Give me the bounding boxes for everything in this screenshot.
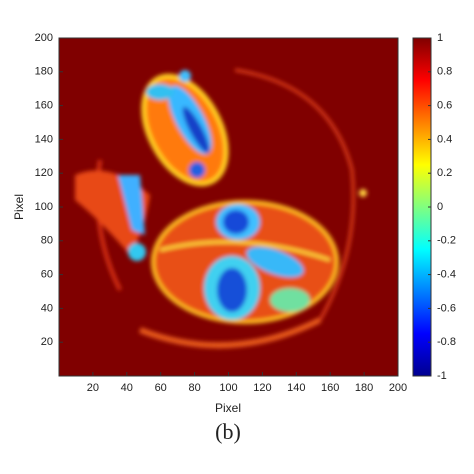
colorbar-tick-label: -1 xyxy=(437,370,447,382)
x-axis-label: Pixel xyxy=(215,401,241,415)
colorbar-tick-label: 0.6 xyxy=(437,100,452,112)
colorbar-tick-label: -0.2 xyxy=(437,235,456,247)
caption: (b) xyxy=(215,419,241,444)
colorbar-tick-label: 0.8 xyxy=(437,66,452,78)
heatmap-image xyxy=(59,38,398,376)
colorbar-tick-label: 0 xyxy=(437,201,443,213)
y-tick-label: 200 xyxy=(35,32,53,44)
x-tick-label: 40 xyxy=(121,382,133,394)
y-tick-label: 180 xyxy=(35,66,53,78)
x-tick-label: 120 xyxy=(253,382,271,394)
y-tick-label: 160 xyxy=(35,100,53,112)
x-tick-label: 140 xyxy=(287,382,305,394)
colorbar-tick-label: -0.8 xyxy=(437,336,456,348)
colorbar-tick-label: 0.4 xyxy=(437,133,452,145)
y-tick-label: 20 xyxy=(41,336,53,348)
colorbar-tick-label: 1 xyxy=(437,32,443,44)
y-axis-label: Pixel xyxy=(12,194,26,220)
y-tick-label: 140 xyxy=(35,133,53,145)
x-tick-label: 100 xyxy=(219,382,237,394)
y-tick-label: 60 xyxy=(41,269,53,281)
x-tick-label: 20 xyxy=(87,382,99,394)
y-tick-label: 100 xyxy=(35,201,53,213)
colorbar-tick-label: 0.2 xyxy=(437,167,452,179)
y-tick-label: 80 xyxy=(41,235,53,247)
x-tick-label: 60 xyxy=(155,382,167,394)
x-tick-label: 180 xyxy=(355,382,373,394)
x-tick-label: 160 xyxy=(321,382,339,394)
y-tick-label: 120 xyxy=(35,167,53,179)
colorbar-tick-label: -0.4 xyxy=(437,269,456,281)
y-tick-label: 40 xyxy=(41,302,53,314)
colorbar-tick-label: -0.6 xyxy=(437,302,456,314)
x-tick-label: 200 xyxy=(389,382,407,394)
x-tick-label: 80 xyxy=(188,382,200,394)
